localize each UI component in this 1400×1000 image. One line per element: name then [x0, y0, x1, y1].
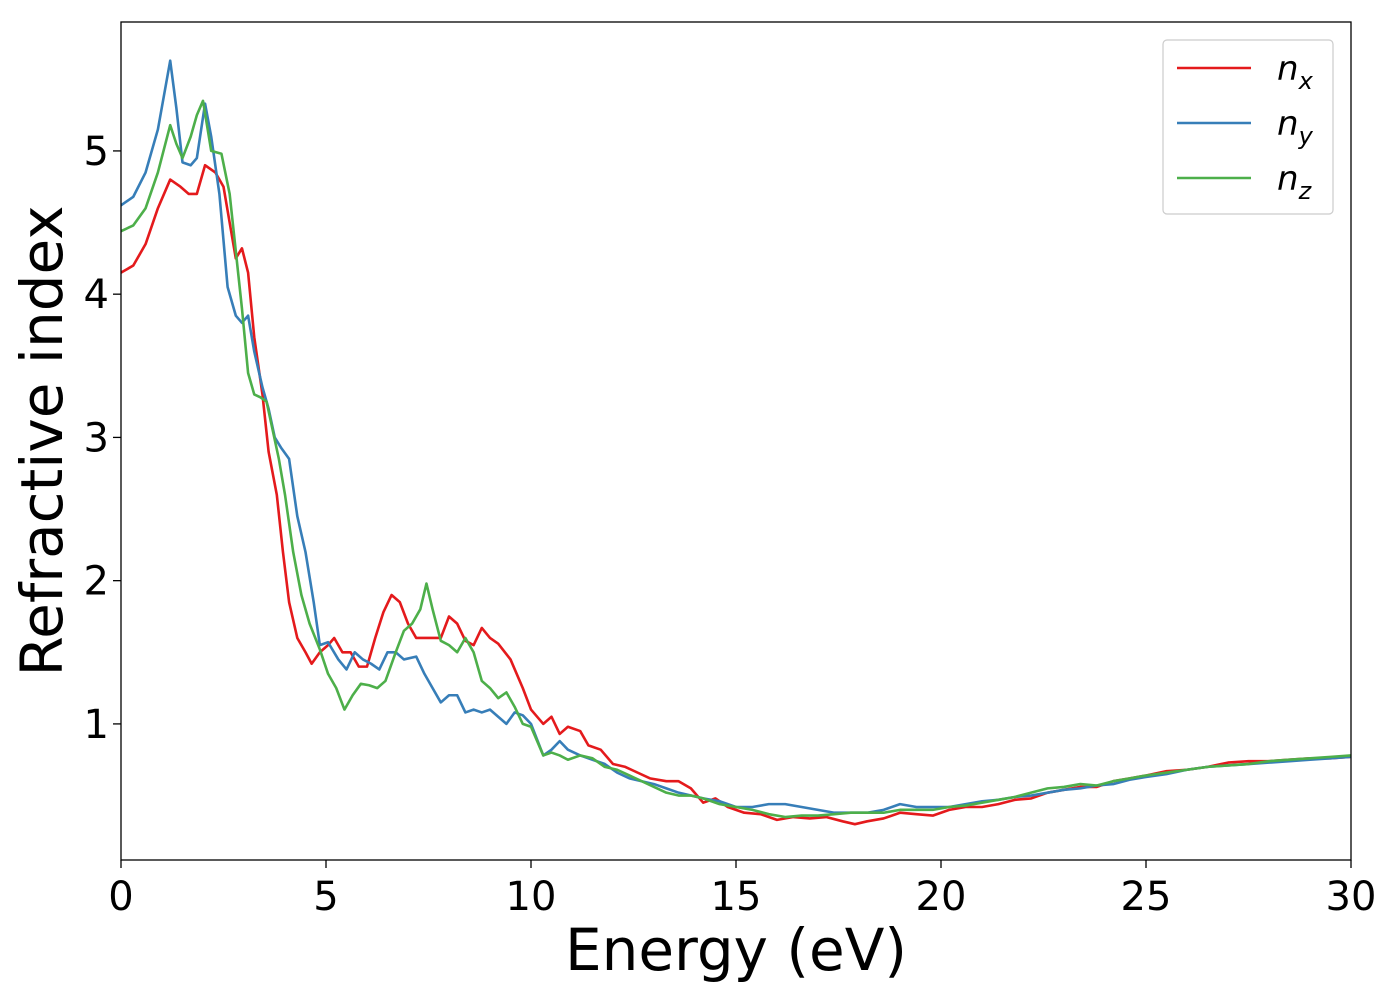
legend-label-symbol: n — [1277, 49, 1299, 89]
x-tick-label: 30 — [1326, 874, 1377, 920]
x-axis-title: Energy (eV) — [565, 916, 907, 984]
legend-label-subscript: z — [1298, 177, 1313, 205]
series-line-nx — [121, 163, 1351, 826]
legend-label-symbol: n — [1277, 159, 1299, 199]
x-tick-label: 0 — [108, 874, 133, 920]
y-axis-title: Refractive index — [8, 205, 76, 676]
y-axis-ticks: 1 2 3 4 5 — [84, 129, 121, 748]
y-tick-label: 2 — [84, 559, 109, 605]
x-tick-label: 15 — [711, 874, 762, 920]
legend-label-nz: nz — [1277, 159, 1313, 205]
x-tick-label: 20 — [916, 874, 967, 920]
legend-label-symbol: n — [1277, 104, 1299, 144]
y-tick-label: 1 — [84, 702, 109, 748]
series-layer — [121, 59, 1351, 826]
legend-box — [1162, 39, 1334, 215]
y-tick-label: 5 — [84, 129, 109, 175]
legend-label-nx: nx — [1277, 49, 1314, 95]
legend-label-subscript: y — [1298, 122, 1314, 150]
x-tick-label: 5 — [313, 874, 338, 920]
series-line-nz — [121, 99, 1351, 819]
legend-label-subscript: x — [1298, 67, 1314, 95]
legend-label-ny: ny — [1277, 104, 1314, 150]
x-tick-label: 10 — [506, 874, 557, 920]
y-tick-label: 3 — [84, 415, 109, 461]
y-tick-label: 4 — [84, 272, 109, 318]
x-axis-ticks: 0 5 10 15 20 25 30 — [108, 860, 1376, 920]
x-tick-label: 25 — [1121, 874, 1172, 920]
